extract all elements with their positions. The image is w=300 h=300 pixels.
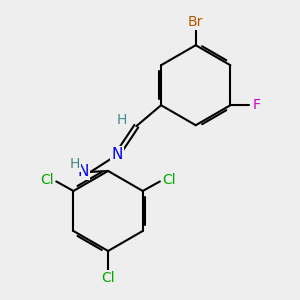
Text: Cl: Cl xyxy=(101,272,115,285)
Text: H: H xyxy=(117,113,127,128)
Text: F: F xyxy=(252,98,260,112)
Text: Br: Br xyxy=(188,15,203,29)
Text: Cl: Cl xyxy=(40,172,54,187)
Text: Cl: Cl xyxy=(163,172,176,187)
Text: N: N xyxy=(112,147,123,162)
Text: H: H xyxy=(69,157,80,171)
Text: N: N xyxy=(77,164,89,178)
